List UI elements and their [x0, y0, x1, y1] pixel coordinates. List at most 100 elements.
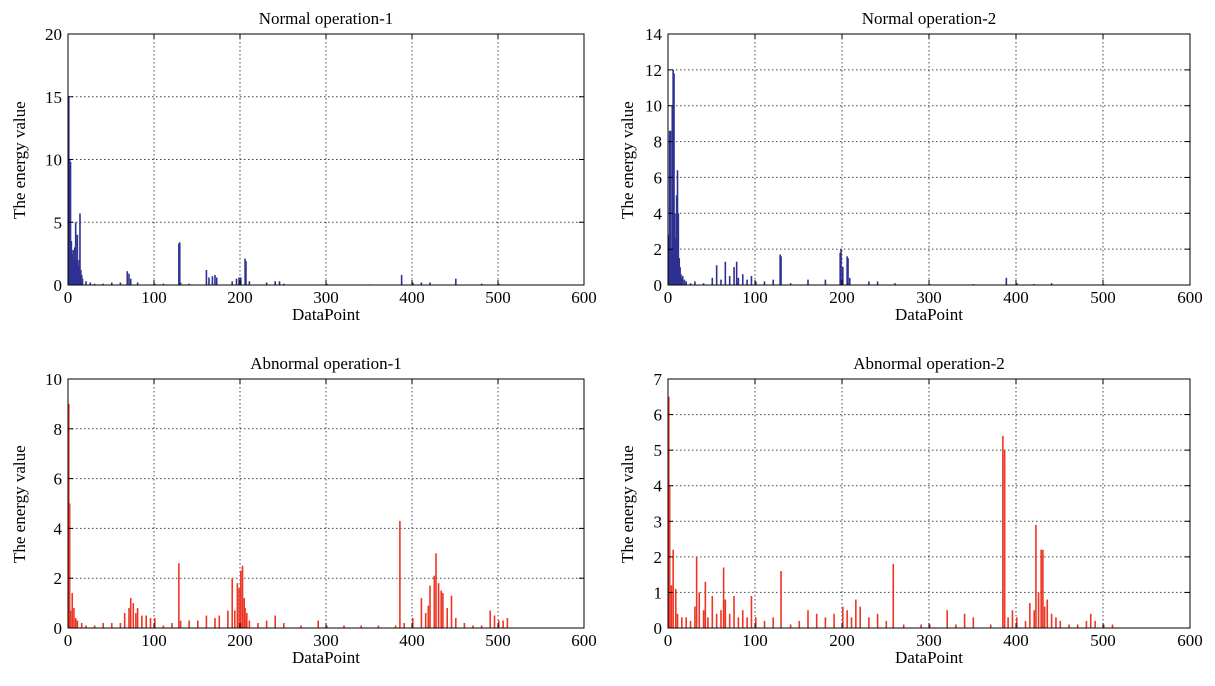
- bar: [498, 283, 500, 285]
- bar: [1037, 592, 1040, 628]
- x-tick-label: 300: [916, 288, 942, 307]
- y-tick-label: 6: [654, 406, 663, 425]
- bar: [197, 620, 199, 628]
- bar: [668, 396, 670, 628]
- bar: [694, 606, 696, 628]
- bar: [1024, 620, 1027, 628]
- bar: [178, 243, 180, 285]
- bar: [129, 598, 132, 628]
- bar: [278, 281, 281, 285]
- y-tick-label: 20: [45, 25, 62, 44]
- bar: [689, 620, 692, 628]
- bar: [244, 608, 246, 628]
- y-tick-label: 4: [654, 477, 663, 496]
- bar: [236, 583, 239, 628]
- bar: [681, 276, 684, 285]
- bar: [502, 620, 504, 628]
- bar: [317, 620, 319, 628]
- bar: [728, 613, 731, 628]
- bar: [1042, 549, 1044, 628]
- y-tick-label: 2: [654, 240, 663, 259]
- y-tick-label: 14: [645, 25, 663, 44]
- bar: [675, 195, 678, 285]
- bar: [670, 585, 673, 628]
- bar: [842, 267, 844, 285]
- bar: [789, 624, 792, 628]
- bar: [274, 615, 276, 628]
- bar: [126, 271, 129, 285]
- bar: [480, 625, 483, 628]
- bar: [119, 282, 122, 285]
- bar: [676, 170, 679, 285]
- bar: [946, 610, 948, 628]
- bar: [119, 623, 122, 628]
- bar: [72, 249, 74, 285]
- bar: [394, 625, 397, 628]
- bar: [724, 261, 727, 285]
- bar: [772, 617, 774, 628]
- bar: [676, 613, 679, 628]
- bar: [685, 281, 687, 285]
- bar: [149, 618, 152, 628]
- x-tick-label: 200: [829, 288, 855, 307]
- x-tick-label: 100: [742, 631, 768, 650]
- bar: [679, 267, 681, 285]
- bar: [424, 613, 427, 628]
- bar: [763, 281, 766, 285]
- bar: [240, 277, 242, 285]
- bar: [824, 279, 827, 285]
- bar: [711, 277, 714, 285]
- bar: [833, 613, 835, 628]
- y-tick-label: 0: [54, 619, 63, 638]
- bar: [179, 282, 182, 285]
- x-tick-label: 200: [227, 288, 253, 307]
- bar: [694, 281, 696, 285]
- bar: [265, 620, 268, 628]
- bar: [433, 575, 436, 628]
- bar: [1040, 549, 1042, 628]
- bar: [1007, 617, 1009, 628]
- bar: [211, 276, 214, 285]
- bar: [683, 279, 686, 285]
- bar: [412, 282, 414, 285]
- bar: [920, 624, 922, 628]
- bar: [498, 620, 500, 628]
- bar: [245, 261, 247, 285]
- bar: [846, 610, 848, 628]
- bar: [702, 283, 705, 285]
- bar: [902, 624, 905, 628]
- x-tick-label: 200: [227, 631, 253, 650]
- bar: [715, 613, 718, 628]
- bar: [848, 277, 851, 285]
- bar: [876, 613, 879, 628]
- x-tick-label: 200: [829, 631, 855, 650]
- bar: [102, 623, 104, 628]
- bar: [855, 599, 857, 628]
- bar: [326, 625, 328, 628]
- bar: [733, 595, 735, 628]
- x-tick-label: 100: [141, 288, 167, 307]
- bar: [1055, 617, 1057, 628]
- bar: [218, 615, 221, 628]
- bar: [668, 130, 671, 285]
- y-tick-label: 0: [654, 276, 663, 295]
- x-tick-label: 100: [141, 631, 167, 650]
- bar: [123, 613, 126, 628]
- x-tick-label: 600: [571, 631, 597, 650]
- y-tick-label: 15: [45, 88, 62, 107]
- bar: [885, 620, 888, 628]
- bar: [847, 258, 849, 285]
- bar: [75, 259, 78, 285]
- x-axis-label: DataPoint: [292, 305, 360, 324]
- bar: [894, 283, 896, 285]
- bar: [798, 620, 801, 628]
- bar: [179, 620, 182, 628]
- y-tick-label: 12: [645, 61, 662, 80]
- bar: [145, 615, 147, 628]
- bar: [80, 623, 83, 628]
- bar: [674, 588, 677, 628]
- chart-panel-normal-1: 0 100 200 300 400 500 600 0 5 10 15 20 Normal operat…: [0, 0, 600, 343]
- bar: [154, 283, 156, 285]
- bar: [78, 259, 80, 285]
- chart-title: Normal operation-1: [258, 9, 394, 28]
